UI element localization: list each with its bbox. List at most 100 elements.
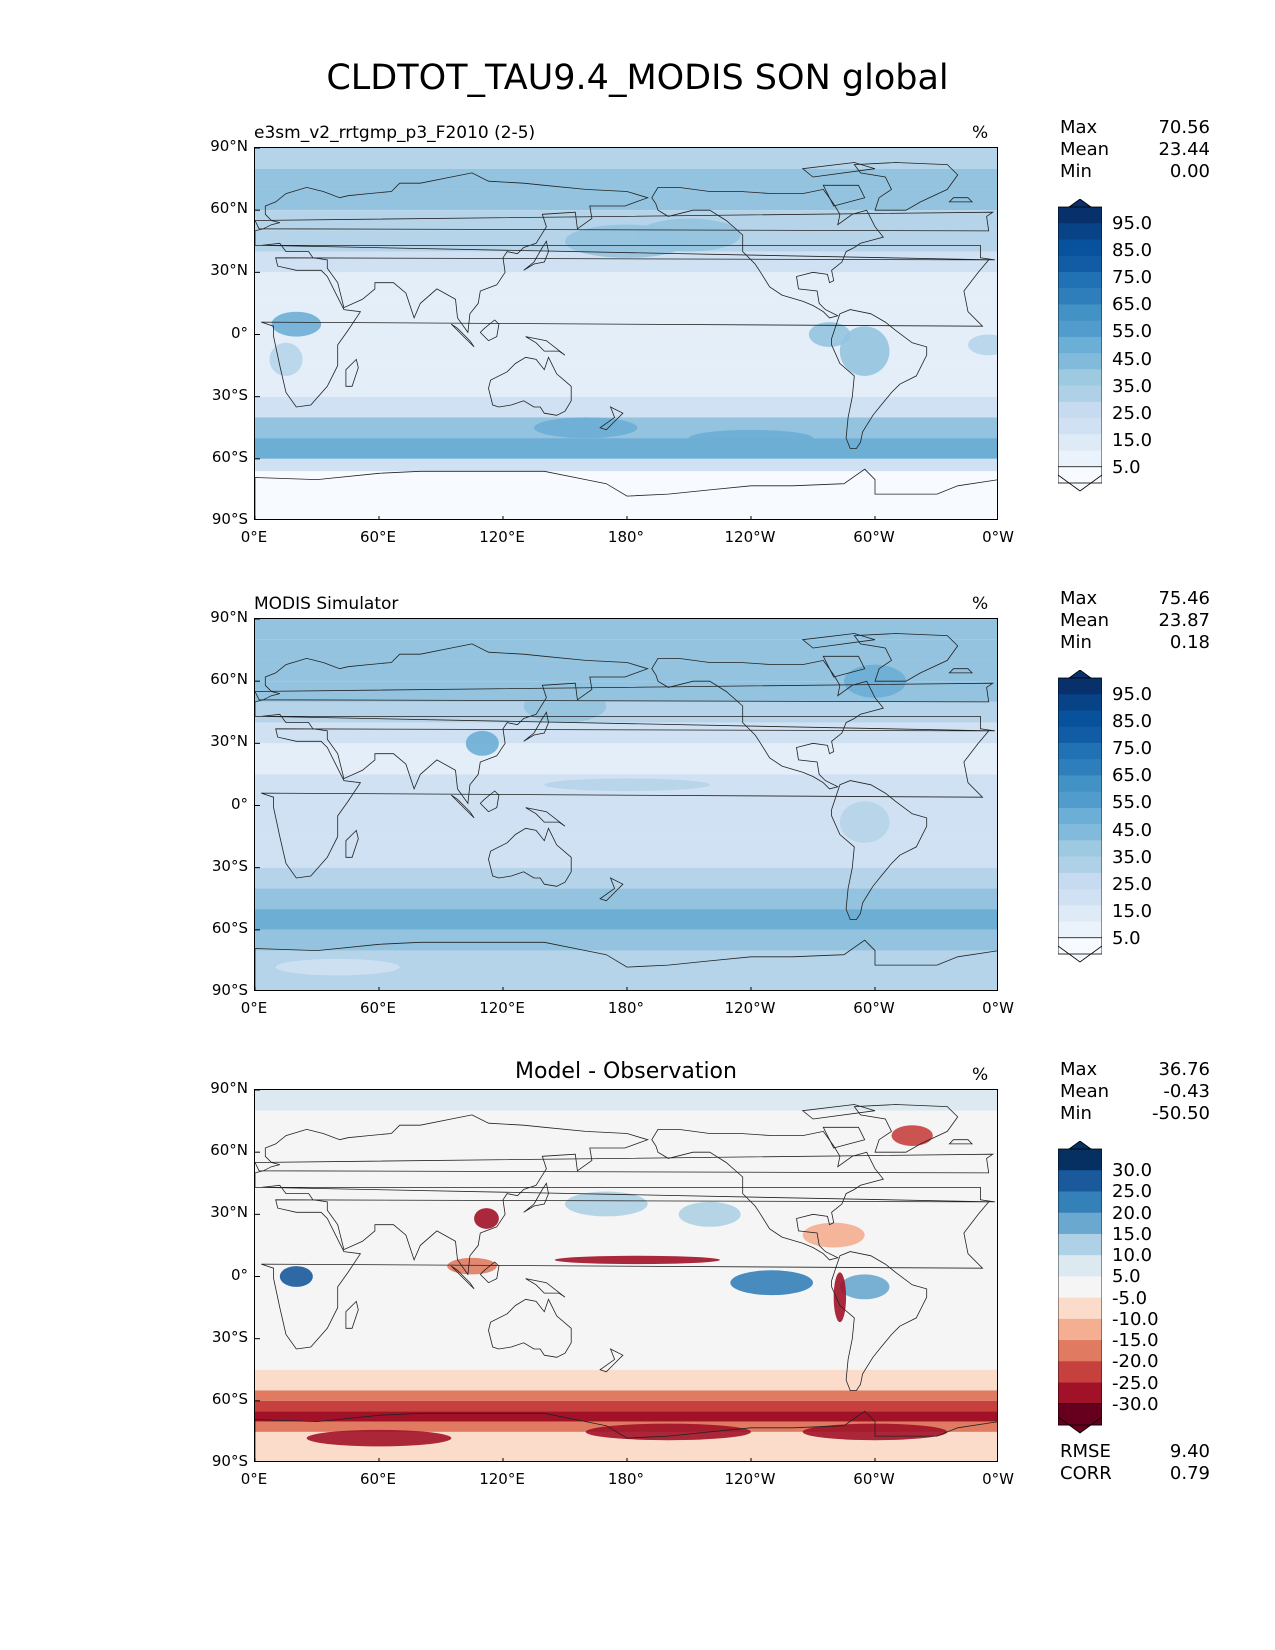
colorbar-segment — [1058, 223, 1102, 240]
y-tick-label: 90°S — [211, 510, 248, 528]
coastline-newguinea — [525, 336, 566, 356]
metric-rmse: 9.40 — [1169, 1441, 1210, 1462]
x-tick-label: 0°W — [982, 528, 1014, 546]
lat-band — [255, 438, 997, 459]
colorbar-segment — [1058, 759, 1102, 776]
coastline-borneo — [479, 1261, 500, 1284]
colorbar-tick-label: 35.0 — [1112, 375, 1153, 397]
stat-max: 75.46 — [1158, 588, 1210, 609]
coastline-newzealand — [599, 406, 624, 431]
coastline-australia — [488, 356, 572, 416]
coastline-eurasia — [255, 643, 995, 805]
x-tick-label: 0°W — [982, 1470, 1014, 1488]
stat-mean: 23.87 — [1158, 610, 1210, 631]
colorbar-tick-label: 85.0 — [1112, 240, 1153, 262]
colorbar-segment — [1058, 320, 1102, 338]
lat-band — [255, 909, 997, 930]
cloud-blob — [839, 1274, 890, 1300]
colorbar — [1057, 669, 1103, 974]
coastline-borneo — [479, 790, 500, 813]
cloud-blob — [689, 429, 813, 447]
cloud-blob — [465, 730, 499, 756]
lat-band — [255, 210, 997, 231]
coastline-africa — [261, 257, 990, 408]
cloud-blob — [269, 342, 303, 376]
colorbar-tick-label: 25.0 — [1112, 1181, 1153, 1203]
coastline-japan — [523, 1182, 549, 1213]
colorbar-tick-label: -5.0 — [1112, 1287, 1148, 1309]
y-tick-label: 60°S — [211, 1389, 248, 1408]
lat-band — [255, 660, 997, 682]
colorbar-tick-label: 5.0 — [1112, 456, 1141, 478]
colorbar-segment — [1058, 336, 1102, 354]
coastline-japan — [523, 711, 549, 742]
y-tick-label: 30°S — [211, 385, 248, 404]
colorbar-segment — [1058, 840, 1102, 858]
colorbar-segment — [1058, 239, 1102, 257]
lat-band — [255, 1369, 997, 1391]
colorbar-segment — [1058, 824, 1102, 841]
colorbar-segment — [1058, 304, 1102, 322]
coastline-eurasia — [255, 172, 995, 334]
lat-band — [255, 701, 997, 723]
stats-box: Max 36.76 Mean -0.43 Min -50.50 — [1060, 1059, 1210, 1125]
coastline-baffin — [822, 655, 866, 678]
lat-band — [255, 867, 997, 889]
cloud-blob — [833, 1272, 847, 1323]
lat-band — [255, 148, 997, 169]
colorbar-tick-label: 25.0 — [1112, 402, 1153, 424]
y-tick-label: 30°N — [210, 261, 248, 280]
panel-title: MODIS Simulator — [254, 594, 399, 614]
colorbar-segment — [1058, 385, 1102, 403]
stat-max: 70.56 — [1158, 117, 1210, 138]
colorbar-segment — [1058, 288, 1102, 305]
x-tick-label: 60°E — [359, 1470, 397, 1488]
coastline-madagascar — [345, 829, 359, 858]
x-tick-label: 0°E — [240, 999, 268, 1017]
cloud-blob — [554, 1255, 720, 1265]
map-svg — [255, 1090, 997, 1461]
colorbar-tick-label: 65.0 — [1112, 294, 1153, 316]
colorbar-segment — [1058, 678, 1102, 695]
colorbar-segment — [1058, 694, 1102, 711]
cloud-blob — [565, 1191, 648, 1217]
colorbar-segment — [1058, 905, 1102, 923]
cloud-blob — [544, 778, 710, 791]
colorbar-segment — [1058, 1170, 1102, 1192]
colorbar-tick-label: 35.0 — [1112, 846, 1153, 868]
coastline-samerica — [831, 309, 928, 449]
colorbar-tick-label: 5.0 — [1112, 927, 1141, 949]
stat-mean: 23.44 — [1158, 139, 1210, 160]
cloud-blob — [839, 801, 890, 843]
colorbar-segment — [1058, 353, 1102, 370]
colorbar-tick-label: 25.0 — [1112, 873, 1153, 895]
colorbar-tick-label: 10.0 — [1112, 1245, 1153, 1267]
stat-min: -50.50 — [1151, 1103, 1210, 1124]
x-tick-label: 120°E — [479, 1470, 525, 1488]
coastline-iceland — [948, 668, 974, 674]
panel-title: e3sm_v2_rrtgmp_p3_F2010 (2-5) — [254, 123, 536, 143]
cloud-blob — [802, 1222, 865, 1248]
colorbar-tick-label: 45.0 — [1112, 819, 1153, 841]
x-tick-label: 180° — [607, 528, 645, 546]
map-svg — [255, 148, 997, 519]
cloud-blob — [306, 1429, 452, 1447]
colorbar — [1057, 1140, 1103, 1445]
stats-box: Max 70.56 Mean 23.44 Min 0.00 — [1060, 117, 1210, 183]
colorbar-segment — [1058, 1276, 1102, 1299]
stat-label: Mean — [1060, 610, 1110, 631]
y-tick-label: 0° — [230, 1265, 248, 1284]
lat-band — [255, 639, 997, 661]
cloud-blob — [279, 1266, 313, 1287]
colorbar-segment — [1058, 434, 1102, 452]
lat-band — [255, 168, 997, 190]
lat-band — [255, 836, 997, 868]
coastline-eurasia — [255, 1114, 995, 1276]
colorbar-tick-label: -30.0 — [1112, 1393, 1159, 1415]
colorbar-segment — [1058, 1191, 1102, 1214]
panel-difference: Model - Observation % Max 36.76 Mean -0.43… — [0, 1059, 1275, 1541]
coastlines — [255, 1104, 997, 1461]
cloud-blob — [585, 1423, 751, 1441]
panel-title: Model - Observation — [515, 1059, 737, 1084]
colorbar-tick-label: 65.0 — [1112, 765, 1153, 787]
